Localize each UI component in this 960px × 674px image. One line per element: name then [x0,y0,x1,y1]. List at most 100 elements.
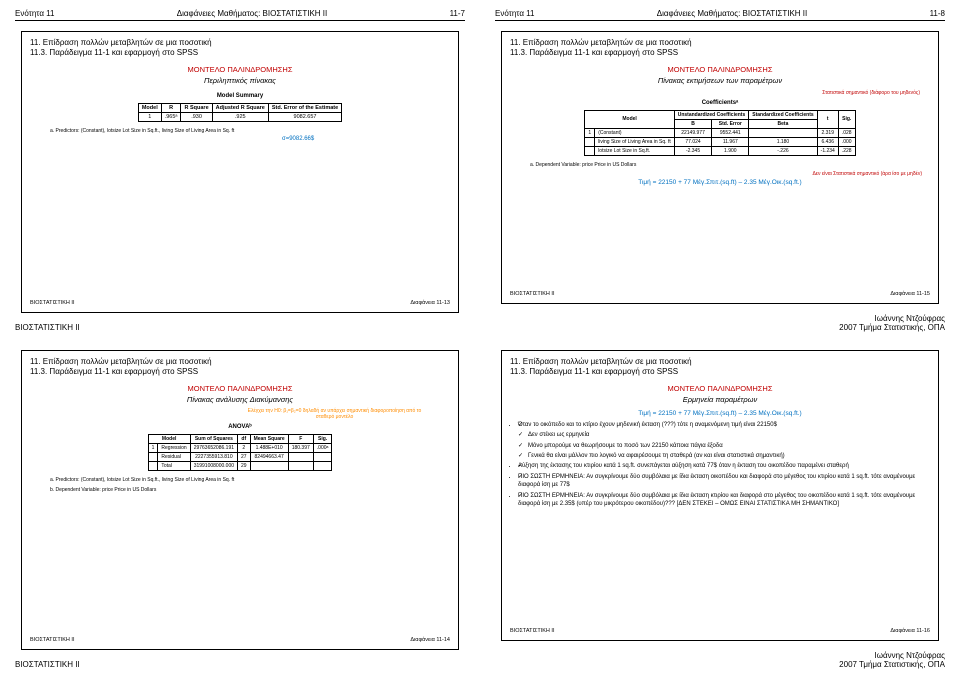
footer-author: Ιωάννης Ντζούφρας [495,651,945,660]
slide-foot-left: ΒΙΟΣΤΑΤΙΣΤΙΚΗ ΙΙ [510,628,555,634]
c-t: 6.436 [817,137,838,146]
header-unit: Ενότητα 11 [15,9,54,18]
header-course: Διαφάνειες Μαθήματος: ΒΙΟΣΤΑΤΙΣΤΙΚΗ ΙΙ [177,9,327,18]
header-course: Διαφάνειες Μαθήματος: ΒΙΟΣΤΑΤΙΣΤΙΚΗ ΙΙ [657,9,807,18]
c-sig: .000 [838,137,855,146]
model-heading: ΜΟΝΤΕΛΟ ΠΑΛΙΝΔΡΟΜΗΣΗΣ [510,65,930,74]
c-sig: .028 [838,128,855,137]
c-m [585,146,595,155]
c-t: -1.234 [817,146,838,155]
anova-title: ANOVAᵇ [30,424,450,430]
slide-title: 11. Επίδραση πολλών μεταβλητών σε μια πο… [510,357,930,378]
slide-br: 11. Επίδραση πολλών μεταβλητών σε μια πο… [501,350,939,641]
page-bottom-bl: ΒΙΟΣΤΑΤΙΣΤΙΚΗ ΙΙ [15,660,465,669]
a-name: Regression [158,443,190,452]
th-beta: Beta [749,119,817,128]
header-page: 11-8 [930,9,945,18]
ms-h5: Std. Error of the Estimate [268,103,341,112]
a-ms: 82494663.47 [250,452,288,461]
ms-h3: R Square [181,103,212,112]
slide-num-tl: Διαφάνεια 11-13 [410,300,450,306]
title-sub: 11.3. Παράδειγμα 11-1 και εφαρμογή στο S… [510,48,930,58]
footer-dept: 2007 Τμήμα Στατιστικής, ΟΠΑ [495,660,945,669]
bullet-1b: Μόνο μπορούμε να θεωρήσουμε το ποσό των … [518,442,930,450]
anova-note-b: b. Dependent Variable: price Price in US… [50,487,450,493]
a-ss: 31991008000.000 [190,461,237,470]
a-ss: 2227355913.810 [190,452,237,461]
a-name: Residual [158,452,190,461]
a-h-sig: Sig. [313,434,332,443]
slide-tl: 11. Επίδραση πολλών μεταβλητών σε μια πο… [21,31,459,313]
slide-num-tr: Διαφάνεια 11-15 [890,291,930,297]
c-b: -2.345 [674,146,712,155]
slide-foot-left: ΒΙΟΣΤΑΤΙΣΤΙΚΗ ΙΙ [510,291,555,297]
model-sub: Περιληπτικός πίνακας [30,76,450,85]
th-unstd: Unstandardized Coefficients [674,110,749,119]
model-heading: ΜΟΝΤΕΛΟ ΠΑΛΙΝΔΡΟΜΗΣΗΣ [30,384,450,393]
model-sub: Ερμηνεία παραμέτρων [510,395,930,404]
interp-formula: Τιμή = 22150 + 77 Μέγ.Σπιτ.(sq.ft) – 2.3… [510,410,930,417]
th-std: Standardized Coefficients [749,110,817,119]
a-name: Total [158,461,190,470]
model-sub: Πίνακας εκτιμήσεων των παραμέτρων [510,76,930,85]
c-name: lotsize Lot Size in Sq.ft. [595,146,675,155]
model-heading: ΜΟΝΤΕΛΟ ΠΑΛΙΝΔΡΟΜΗΣΗΣ [30,65,450,74]
ms-h2: R [161,103,181,112]
slide-foot-left: ΒΙΟΣΤΑΤΙΣΤΙΚΗ ΙΙ [30,300,75,306]
title-sub: 11.3. Παράδειγμα 11-1 και εφαρμογή στο S… [30,48,450,58]
coef-formula: Τιμή = 22150 + 77 Μέγ.Σπιτ.(sq.ft) – 2.3… [510,179,930,186]
a-ss: 29763652086.191 [190,443,237,452]
c-b: 77.024 [674,137,712,146]
slide-footer: ΒΙΟΣΤΑΤΙΣΤΙΚΗ ΙΙ Διαφάνεια 11-14 [30,635,450,643]
page-bottom-tr: Ιωάννης Ντζούφρας 2007 Τμήμα Στατιστικής… [495,314,945,332]
slide-bl: 11. Επίδραση πολλών μεταβλητών σε μια πο… [21,350,459,650]
bullet-1: Όταν το οικόπεδο και το κτίριο έχουν μηδ… [518,421,930,429]
a-f: 180.397 [288,443,313,452]
ms-h1: Model [138,103,161,112]
a-h-ss: Sum of Squares [190,434,237,443]
coef-note: a. Dependent Variable: price Price in US… [530,162,930,168]
ms-c3: .930 [181,112,212,121]
bullet-2: Αύξηση της έκτασης του κτιρίου κατά 1 sq… [518,462,930,470]
footer-dept: 2007 Τμήμα Στατιστικής, ΟΠΑ [495,323,945,332]
slide-num-br: Διαφάνεια 11-16 [890,628,930,634]
c-b: 22149.977 [674,128,712,137]
page-header: Ενότητα 11 Διαφάνειες Μαθήματος: ΒΙΟΣΤΑΤ… [15,9,465,21]
slide-footer: ΒΙΟΣΤΑΤΙΣΤΙΚΗ ΙΙ Διαφάνεια 11-13 [30,298,450,306]
c-m: 1 [585,128,595,137]
page-row-bottom: 11. Επίδραση πολλών μεταβλητών σε μια πο… [0,337,960,674]
coef-anno-r: Δεν είναι Στατιστικά σημαντικό (άρα ίσο … [812,171,922,177]
header-page: 11-7 [450,9,465,18]
interp-bullets: Όταν το οικόπεδο και το κτίριο έχουν μηδ… [518,419,930,511]
anova-note-a: a. Predictors: (Constant), lotsize Lot S… [50,477,450,483]
footer-course: ΒΙΟΣΤΑΤΙΣΤΙΚΗ ΙΙ [15,660,80,669]
ms-h4: Adjusted R Square [212,103,268,112]
c-se: 11.967 [712,137,749,146]
slide-tr: 11. Επίδραση πολλών μεταβλητών σε μια πο… [501,31,939,304]
a-f [288,461,313,470]
bullet-1a: Δεν στέκει ως ερμηνεία [518,431,930,439]
c-se: 9552.441 [712,128,749,137]
c-beta: 1.180 [749,137,817,146]
a-h-f: F [288,434,313,443]
title-main: 11. Επίδραση πολλών μεταβλητών σε μια πο… [30,38,450,48]
bullet-1c: Γενικά θα είναι μάλλον πιο λογικό να αφα… [518,452,930,460]
th-model: Model [585,110,674,128]
a-sig [313,461,332,470]
slide-title: 11. Επίδραση πολλών μεταβλητών σε μια πο… [510,38,930,59]
a-df: 27 [238,452,251,461]
slide-title: 11. Επίδραση πολλών μεταβλητών σε μια πο… [30,357,450,378]
title-sub: 11.3. Παράδειγμα 11-1 και εφαρμογή στο S… [30,367,450,377]
a-ms [250,461,288,470]
anova-orange-note: Ελέγχει την Η0: β₁=β₂=0 δηλαδή αν υπάρχε… [240,408,429,420]
coef-table: Model Unstandardized Coefficients Standa… [584,110,855,156]
page-bottom-br: Ιωάννης Ντζούφρας 2007 Τμήμα Στατιστικής… [495,651,945,669]
title-main: 11. Επίδραση πολλών μεταβλητών σε μια πο… [510,357,930,367]
footer-author: Ιωάννης Ντζούφρας [495,314,945,323]
ms-c5: 9082.657 [268,112,341,121]
title-main: 11. Επίδραση πολλών μεταβλητών σε μια πο… [30,357,450,367]
page-tr: Ενότητα 11 Διαφάνειες Μαθήματος: ΒΙΟΣΤΑΤ… [480,0,960,337]
c-sig: .228 [838,146,855,155]
coef-title: Coefficientsᵃ [510,100,930,106]
c-t: 2.319 [817,128,838,137]
